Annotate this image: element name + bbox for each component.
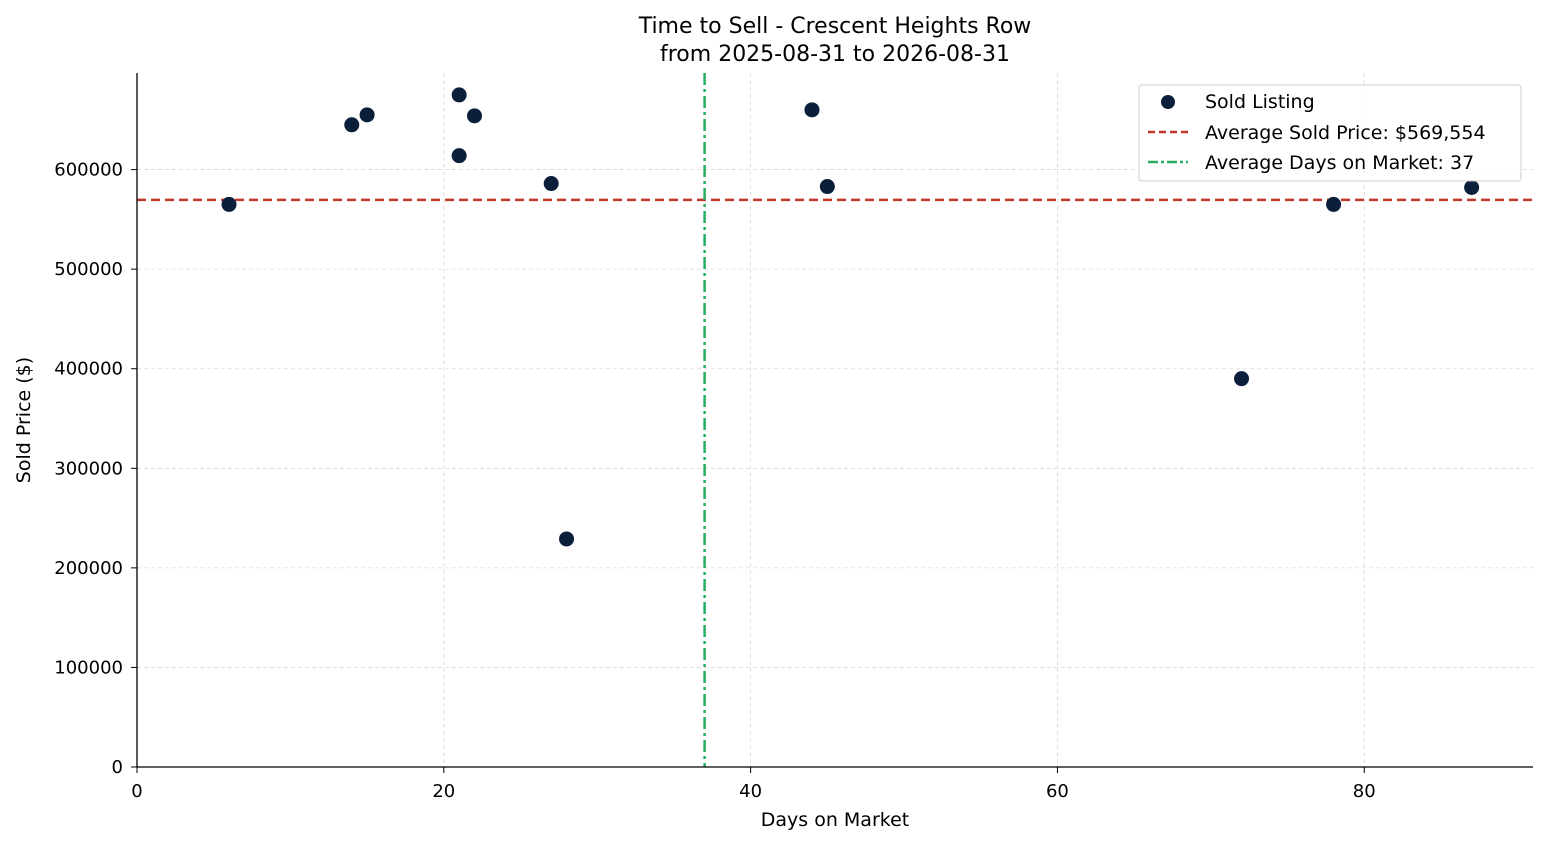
data-point (1234, 371, 1250, 387)
x-tick-label: 60 (1046, 781, 1069, 802)
data-point (451, 148, 467, 164)
x-axis-label: Days on Market (761, 809, 909, 831)
legend-marker-sold-listing (1161, 95, 1175, 109)
data-point (344, 117, 360, 133)
chart-title: Time to Sell - Crescent Heights Row (638, 14, 1032, 39)
legend-label-sold-listing: Sold Listing (1205, 91, 1315, 113)
x-tick-label: 0 (131, 781, 142, 802)
legend-label-average-days: Average Days on Market: 37 (1205, 152, 1474, 174)
data-point (804, 102, 820, 118)
data-point (559, 531, 575, 547)
legend-label-average-price: Average Sold Price: $569,554 (1205, 122, 1486, 144)
tick-labels: 0 20 40 60 80 0 100000 200000 300000 400000 500000… (54, 160, 1375, 802)
legend: Sold Listing Average Sold Price: $569,55… (1138, 84, 1522, 182)
data-point (1326, 196, 1342, 212)
data-point (359, 107, 375, 123)
x-tick-label: 40 (739, 781, 762, 802)
y-tick-label: 0 (112, 757, 123, 778)
axes (131, 73, 1533, 773)
reference-lines (137, 73, 1533, 767)
legend-box (1138, 84, 1522, 182)
y-tick-label: 500000 (54, 259, 123, 280)
data-point (451, 87, 467, 103)
y-tick-label: 200000 (54, 558, 123, 579)
y-axis-label: Sold Price ($) (13, 357, 35, 483)
data-points (221, 87, 1480, 547)
y-tick-label: 400000 (54, 359, 123, 380)
y-tick-label: 300000 (54, 458, 123, 479)
data-point (221, 196, 237, 212)
data-point (466, 108, 482, 124)
data-point (543, 176, 559, 192)
y-tick-label: 100000 (54, 657, 123, 678)
data-point (1464, 180, 1480, 196)
y-tick-label: 600000 (54, 160, 123, 181)
data-point (819, 179, 835, 195)
x-tick-label: 80 (1353, 781, 1376, 802)
x-tick-label: 20 (432, 781, 455, 802)
chart-subtitle: from 2025-08-31 to 2026-08-31 (660, 42, 1010, 67)
